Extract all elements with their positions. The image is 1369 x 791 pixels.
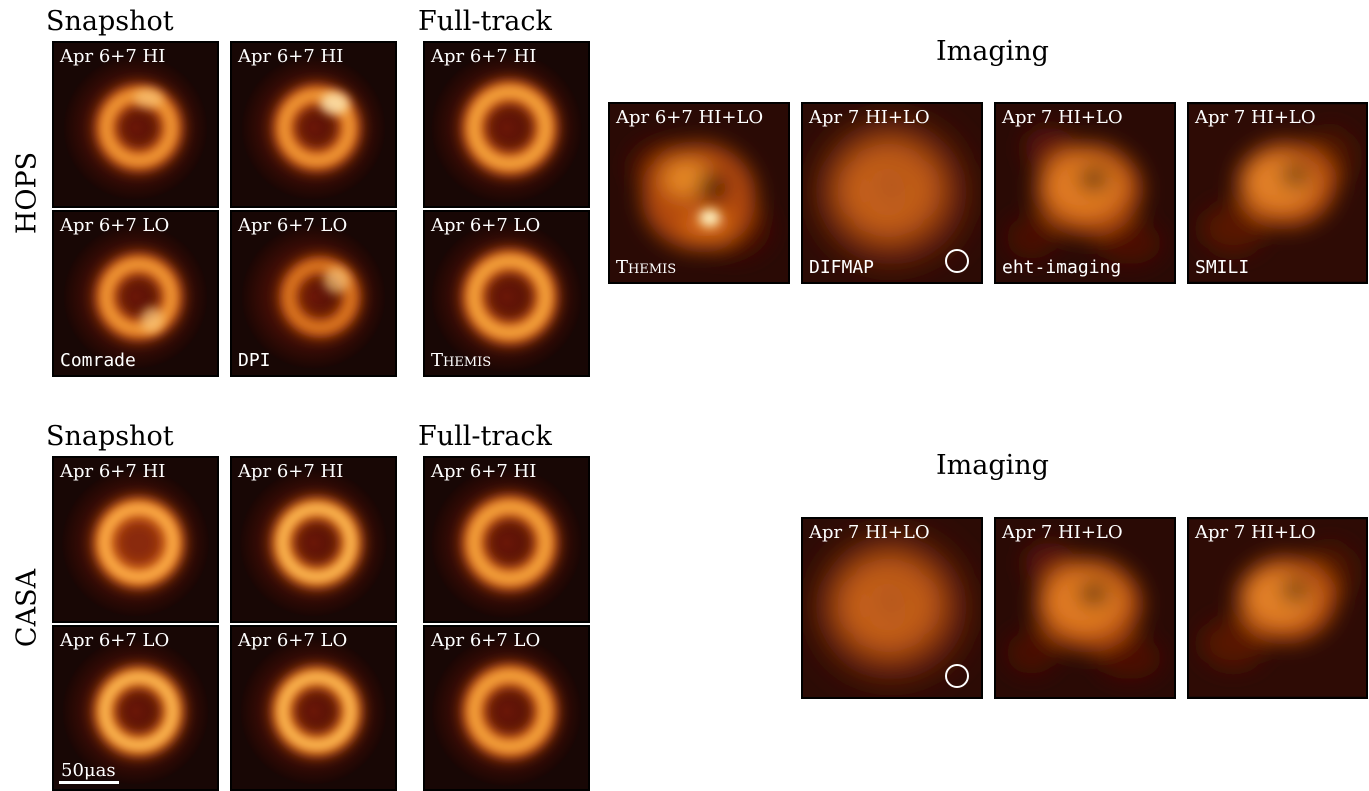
ring-image [425, 43, 588, 206]
ring-image [425, 458, 588, 621]
hops-imaging-panel: Apr 7 HI+LO SMILI [1187, 102, 1368, 284]
blob-image [1189, 519, 1366, 697]
epoch-label: Apr 6+7 LO [431, 630, 541, 651]
casa-snapshot-panel: Apr 6+7 LO 50μas [52, 625, 219, 791]
ring-image [425, 627, 588, 789]
epoch-label: Apr 7 HI+LO [1002, 107, 1123, 128]
ring-image [54, 458, 217, 621]
blob-image [996, 519, 1174, 697]
epoch-label: Apr 7 HI+LO [809, 522, 930, 543]
hops-fulltrack-panel: Apr 6+7 LO Themis [423, 210, 590, 377]
casa-row-label: CASA [11, 568, 43, 648]
epoch-label: Apr 6+7 HI [60, 461, 166, 482]
ring-image [232, 458, 395, 621]
ring-image [54, 212, 217, 375]
epoch-label: Apr 6+7 LO [431, 215, 541, 236]
casa-snapshot-panel: Apr 6+7 HI [52, 456, 219, 623]
casa-imaging-panel: Apr 7 HI+LO [994, 517, 1176, 699]
casa-snapshot-panel: Apr 6+7 HI [230, 456, 397, 623]
epoch-label: Apr 6+7 HI [238, 461, 344, 482]
epoch-label: Apr 7 HI+LO [1195, 107, 1316, 128]
casa-fulltrack-heading: Full-track [418, 421, 552, 452]
epoch-label: Apr 7 HI+LO [809, 107, 930, 128]
hops-snapshot-panel: Apr 6+7 HI [230, 41, 397, 208]
hops-snapshot-panel: Apr 6+7 HI [52, 41, 219, 208]
epoch-label: Apr 6+7 HI [238, 46, 344, 67]
epoch-label: Apr 6+7 HI [431, 46, 537, 67]
casa-snapshot-panel: Apr 6+7 LO [230, 625, 397, 791]
method-label: Themis [616, 257, 677, 278]
beam-circle-icon [945, 249, 969, 273]
hops-imaging-heading: Imaging [936, 36, 1049, 67]
hops-snapshot-heading: Snapshot [46, 6, 174, 37]
blob-image [996, 104, 1174, 282]
method-label: SMILI [1195, 257, 1250, 278]
method-label: Themis [431, 350, 492, 371]
casa-imaging-panel: Apr 7 HI+LO [1187, 517, 1368, 699]
method-label: Comrade [60, 350, 136, 371]
epoch-label: Apr 6+7 HI [60, 46, 166, 67]
ring-image [232, 43, 395, 206]
hops-imaging-panel: Apr 6+7 HI+LO Themis [608, 102, 790, 284]
epoch-label: Apr 6+7 HI+LO [616, 107, 764, 128]
blob-image [1189, 104, 1366, 282]
casa-imaging-panel: Apr 7 HI+LO [801, 517, 983, 699]
hops-imaging-panel: Apr 7 HI+LO DIFMAP [801, 102, 983, 284]
blob-image [610, 104, 788, 282]
beam-circle-icon [945, 664, 969, 688]
ring-image [54, 43, 217, 206]
ring-image [232, 627, 395, 789]
method-label: eht-imaging [1002, 257, 1122, 278]
scale-bar [59, 781, 119, 784]
epoch-label: Apr 6+7 LO [60, 215, 170, 236]
hops-snapshot-panel: Apr 6+7 LO Comrade [52, 210, 219, 377]
ring-image [232, 212, 395, 375]
epoch-label: Apr 6+7 HI [431, 461, 537, 482]
method-label: DPI [238, 350, 271, 371]
scale-bar-label: 50μas [61, 760, 116, 781]
epoch-label: Apr 6+7 LO [238, 630, 348, 651]
hops-imaging-panel: Apr 7 HI+LO eht-imaging [994, 102, 1176, 284]
hops-snapshot-panel: Apr 6+7 LO DPI [230, 210, 397, 377]
method-label: DIFMAP [809, 257, 875, 278]
hops-fulltrack-heading: Full-track [418, 6, 552, 37]
casa-fulltrack-panel: Apr 6+7 LO [423, 625, 590, 791]
hops-fulltrack-panel: Apr 6+7 HI [423, 41, 590, 208]
epoch-label: Apr 6+7 LO [238, 215, 348, 236]
casa-imaging-heading: Imaging [936, 450, 1049, 481]
casa-fulltrack-panel: Apr 6+7 HI [423, 456, 590, 623]
epoch-label: Apr 7 HI+LO [1195, 522, 1316, 543]
hops-row-label: HOPS [11, 151, 43, 235]
epoch-label: Apr 6+7 LO [60, 630, 170, 651]
casa-snapshot-heading: Snapshot [46, 421, 174, 452]
epoch-label: Apr 7 HI+LO [1002, 522, 1123, 543]
